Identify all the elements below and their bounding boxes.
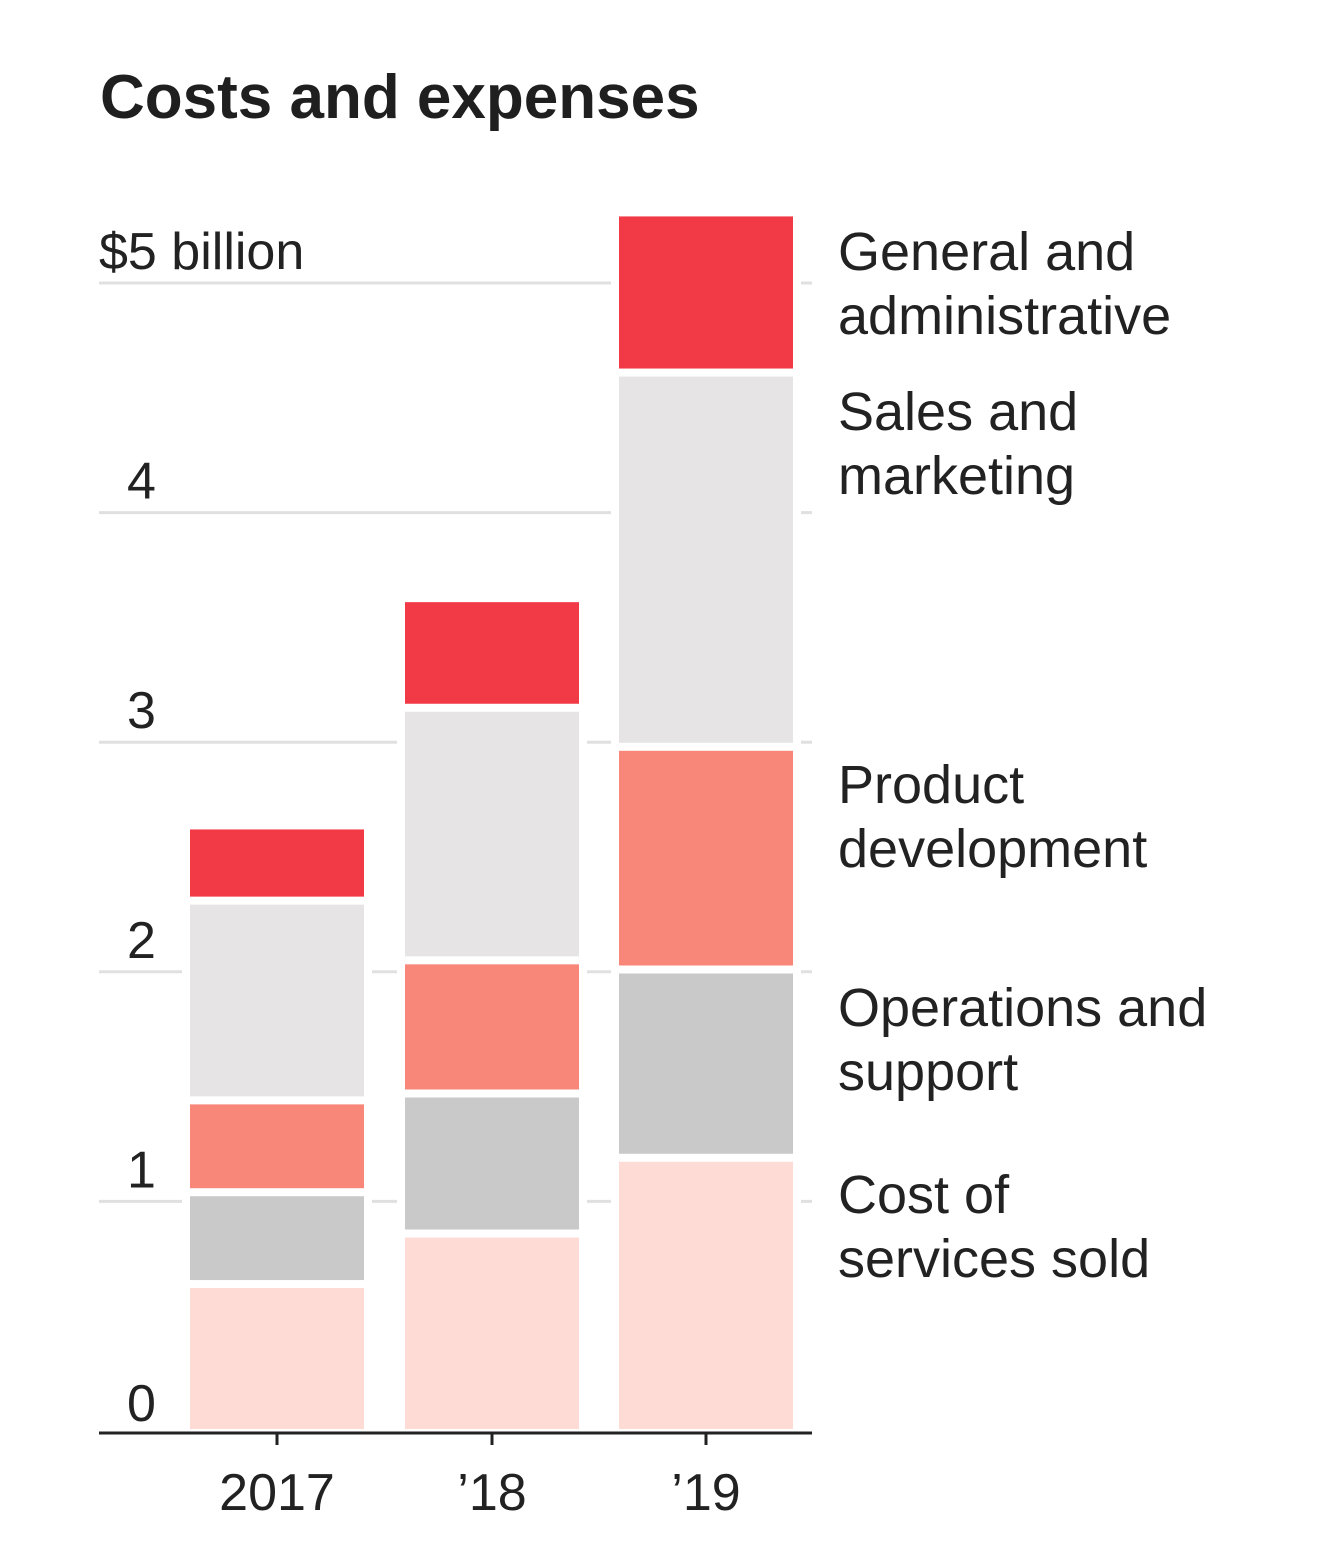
bar-segment-operations-and-support	[405, 1097, 579, 1230]
y-tick-label: $5 billion	[99, 223, 304, 281]
bar-segment-product-development	[405, 964, 579, 1090]
bar-segment-product-development	[190, 1104, 364, 1189]
y-axis-labels: 0 1 2 3 4 $5 billion	[99, 223, 304, 1433]
legend-label-line: development	[838, 819, 1147, 879]
bar-segment-general-and-administrative	[619, 216, 793, 369]
y-tick-label: 4	[127, 453, 156, 511]
bar-segment-general-and-administrative	[190, 829, 364, 897]
y-tick-label: 0	[127, 1375, 156, 1433]
legend-label-line: Cost of	[838, 1165, 1010, 1225]
bar-segment-sales-and-marketing	[405, 711, 579, 957]
legend-label-line: support	[838, 1042, 1018, 1102]
x-axis: 2017 ’18 ’19	[99, 1431, 812, 1522]
bar-segment-general-and-administrative	[405, 602, 579, 704]
bar-segment-operations-and-support	[190, 1196, 364, 1281]
y-tick-label: 2	[127, 912, 156, 970]
bar-segment-sales-and-marketing	[619, 376, 793, 743]
legend-label-line: Sales and	[838, 382, 1078, 442]
bar-segment-sales-and-marketing	[190, 904, 364, 1097]
legend-label-line: marketing	[838, 446, 1075, 506]
legend-label-line: General and	[838, 222, 1135, 282]
bar-segment-cost-of-services-sold	[190, 1288, 364, 1429]
y-tick-label: 3	[127, 682, 156, 740]
legend-label-line: Operations and	[838, 978, 1207, 1038]
chart-title: Costs and expenses	[100, 63, 700, 132]
x-tick-label: 2017	[219, 1464, 335, 1522]
bar-segment-operations-and-support	[619, 973, 793, 1154]
bar-segment-cost-of-services-sold	[619, 1161, 793, 1429]
bar-segment-product-development	[619, 750, 793, 966]
bars	[182, 208, 801, 1431]
x-tick-label: ’19	[671, 1464, 740, 1522]
y-tick-label: 1	[127, 1141, 156, 1199]
legend-label-line: administrative	[838, 286, 1171, 346]
x-tick-label: ’18	[457, 1464, 526, 1522]
legend-label-line: Product	[838, 755, 1024, 815]
bar-segment-cost-of-services-sold	[405, 1237, 579, 1429]
legend-label-line: services sold	[838, 1229, 1150, 1289]
